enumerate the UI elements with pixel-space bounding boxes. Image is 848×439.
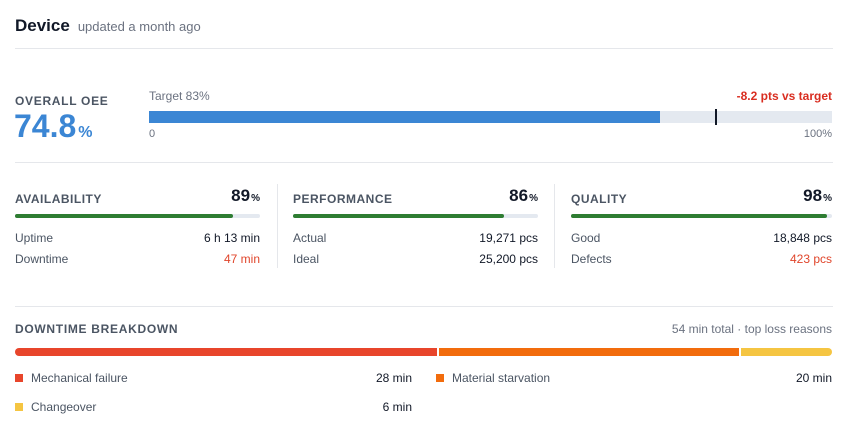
metric-unit: % xyxy=(251,193,260,204)
target-label: Target 83% xyxy=(149,89,210,103)
downtime-segment-mechanical-failure xyxy=(15,348,437,356)
downtime-stacked-bar xyxy=(15,348,832,356)
metric-row-value: 19,271 pcs xyxy=(479,231,538,245)
metric-separator xyxy=(554,184,555,268)
metric-row-key: Downtime xyxy=(15,252,69,266)
metric-unit: % xyxy=(529,193,538,204)
performance-metric: PERFORMANCE 86% Actual 19,271 pcs Ideal 25… xyxy=(293,186,538,266)
metric-label: AVAILABILITY xyxy=(15,192,102,206)
metric-value: 98% xyxy=(803,186,832,206)
legend-swatch xyxy=(15,374,23,382)
metric-progress-fill xyxy=(293,214,504,218)
oee-progress-track xyxy=(149,109,832,125)
metric-label: PERFORMANCE xyxy=(293,192,393,206)
metric-progress-track xyxy=(15,214,260,218)
quality-metric: QUALITY 98% Good 18,848 pcs Defects 423 pc… xyxy=(571,186,832,266)
metric-row: Defects 423 pcs xyxy=(571,252,832,266)
availability-metric: AVAILABILITY 89% Uptime 6 h 13 min Downti… xyxy=(15,186,260,266)
downtime-segment-changeover xyxy=(741,348,832,356)
vs-target-delta: -8.2 pts vs target xyxy=(736,89,832,103)
legend-item-mechanical-failure: Mechanical failure 28 min xyxy=(15,371,412,385)
metric-row-value: 25,200 pcs xyxy=(479,252,538,266)
legend-swatch xyxy=(436,374,444,382)
metric-separator xyxy=(277,184,278,268)
oee-progress-fill xyxy=(149,111,660,123)
page-title: Device xyxy=(15,16,70,35)
metric-row-key: Good xyxy=(571,231,601,245)
metric-row-value: 47 min xyxy=(223,252,260,266)
overall-oee-value: 74.8% xyxy=(14,108,93,151)
legend-name: Mechanical failure xyxy=(31,371,128,385)
oee-axis-min: 0 xyxy=(149,128,156,140)
section-divider xyxy=(15,306,833,307)
metric-label: QUALITY xyxy=(571,192,628,206)
legend-name: Changeover xyxy=(31,400,97,414)
metric-progress-fill xyxy=(15,214,234,218)
legend-value: 20 min xyxy=(795,371,832,385)
legend-value: 28 min xyxy=(375,371,412,385)
overall-oee-unit: % xyxy=(78,124,93,141)
metric-row-value: 18,848 pcs xyxy=(773,231,832,245)
overall-oee-number: 74.8 xyxy=(14,108,77,144)
section-divider xyxy=(15,162,833,163)
metric-row-value: 6 h 13 min xyxy=(203,231,260,245)
metric-number: 98 xyxy=(803,186,823,205)
header-divider xyxy=(15,48,833,49)
last-updated: updated a month ago xyxy=(77,19,201,34)
metric-row-key: Ideal xyxy=(293,252,320,266)
target-marker xyxy=(714,109,717,125)
downtime-segment-material-starvation xyxy=(438,348,740,356)
overall-oee-label: OVERALL OEE xyxy=(15,94,109,108)
downtime-breakdown-label: DOWNTIME BREAKDOWN xyxy=(15,322,179,336)
metric-row-key: Defects xyxy=(571,252,612,266)
metric-unit: % xyxy=(823,193,832,204)
metric-row: Ideal 25,200 pcs xyxy=(293,252,538,266)
metric-row-key: Uptime xyxy=(15,231,54,245)
metric-progress-fill xyxy=(571,214,827,218)
metric-row: Downtime 47 min xyxy=(15,252,260,266)
metric-progress-track xyxy=(571,214,832,218)
oee-axis-max: 100% xyxy=(803,128,832,140)
legend-item-material-starvation: Material starvation 20 min xyxy=(436,371,832,385)
metric-value: 86% xyxy=(509,186,538,206)
metric-row: Good 18,848 pcs xyxy=(571,231,832,245)
metric-value: 89% xyxy=(231,186,260,206)
metric-row: Uptime 6 h 13 min xyxy=(15,231,260,245)
legend-value: 6 min xyxy=(382,400,412,414)
legend-name: Material starvation xyxy=(452,371,551,385)
legend-swatch xyxy=(15,403,23,411)
downtime-total-note: 54 min total · top loss reasons xyxy=(671,322,832,336)
metric-number: 86 xyxy=(509,186,529,205)
page-header: Device updated a month ago xyxy=(15,16,201,36)
metric-number: 89 xyxy=(231,186,251,205)
legend-item-changeover: Changeover 6 min xyxy=(15,400,412,414)
metric-progress-track xyxy=(293,214,538,218)
metric-row-key: Actual xyxy=(293,231,327,245)
metric-row: Actual 19,271 pcs xyxy=(293,231,538,245)
metric-row-value: 423 pcs xyxy=(789,252,832,266)
